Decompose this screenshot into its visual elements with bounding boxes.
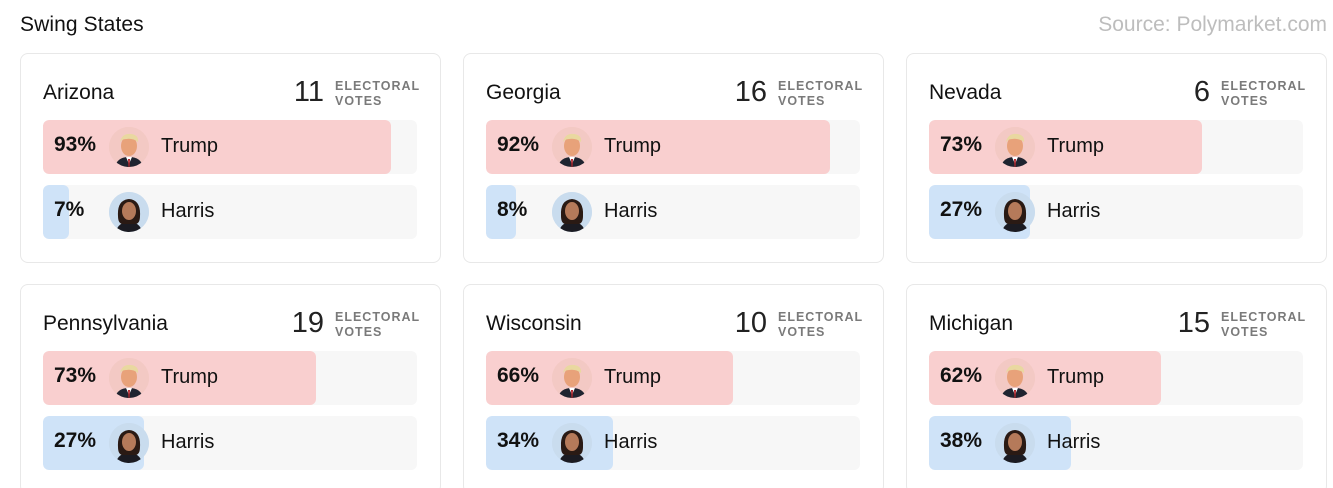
trump-bar[interactable]: 93% Trump bbox=[43, 120, 417, 174]
state-card[interactable]: Pennsylvania 19 ELECTORAL VOTES 73% Trum… bbox=[20, 284, 441, 488]
trump-name: Trump bbox=[604, 135, 662, 157]
trump-bar[interactable]: 73% Trump bbox=[43, 351, 417, 405]
harris-name: Harris bbox=[161, 431, 215, 453]
electoral-votes-label: ELECTORAL VOTES bbox=[778, 310, 863, 339]
harris-avatar bbox=[109, 423, 149, 463]
trump-avatar bbox=[109, 127, 149, 167]
state-name: Wisconsin bbox=[486, 312, 582, 335]
harris-percent: 27% bbox=[940, 198, 983, 221]
trump-percent: 93% bbox=[54, 133, 97, 156]
trump-bar-fill bbox=[929, 120, 1203, 174]
harris-avatar bbox=[109, 192, 149, 232]
harris-bar[interactable]: 7% Harris bbox=[43, 185, 417, 239]
harris-name: Harris bbox=[1047, 200, 1101, 222]
trump-bar-fill bbox=[486, 351, 733, 405]
trump-name: Trump bbox=[161, 135, 219, 157]
state-name: Nevada bbox=[929, 81, 1002, 104]
trump-bar-fill bbox=[486, 120, 831, 174]
trump-bar[interactable]: 73% Trump bbox=[929, 120, 1303, 174]
harris-bar[interactable]: 34% Harris bbox=[486, 416, 860, 470]
trump-name: Trump bbox=[161, 366, 219, 388]
harris-avatar bbox=[995, 423, 1035, 463]
trump-name: Trump bbox=[1047, 366, 1105, 388]
trump-avatar bbox=[109, 358, 149, 398]
electoral-votes-label: ELECTORAL VOTES bbox=[1221, 310, 1306, 339]
state-card[interactable]: Nevada 6 ELECTORAL VOTES 73% Trump 27% H… bbox=[906, 53, 1327, 263]
trump-bar[interactable]: 66% Trump bbox=[486, 351, 860, 405]
trump-bar[interactable]: 62% Trump bbox=[929, 351, 1303, 405]
harris-bar[interactable]: 38% Harris bbox=[929, 416, 1303, 470]
electoral-votes-count: 19 bbox=[291, 307, 324, 339]
state-card[interactable]: Arizona 11 ELECTORAL VOTES 93% Trump 7% … bbox=[20, 53, 441, 263]
harris-name: Harris bbox=[604, 431, 658, 453]
trump-avatar bbox=[552, 358, 592, 398]
electoral-votes-count: 16 bbox=[734, 76, 767, 108]
state-name: Pennsylvania bbox=[43, 312, 168, 335]
trump-bar-fill bbox=[929, 351, 1161, 405]
state-name: Arizona bbox=[43, 81, 115, 104]
harris-name: Harris bbox=[161, 200, 215, 222]
harris-name: Harris bbox=[1047, 431, 1101, 453]
harris-bar-fill bbox=[486, 185, 516, 239]
trump-bar-fill bbox=[43, 120, 391, 174]
trump-percent: 66% bbox=[497, 364, 540, 387]
electoral-votes-label: ELECTORAL VOTES bbox=[778, 79, 863, 108]
harris-percent: 38% bbox=[940, 429, 983, 452]
trump-avatar bbox=[995, 127, 1035, 167]
page-title: Swing States bbox=[20, 13, 144, 36]
harris-bar[interactable]: 27% Harris bbox=[929, 185, 1303, 239]
electoral-votes-count: 6 bbox=[1193, 76, 1210, 108]
electoral-votes-count: 15 bbox=[1177, 307, 1210, 339]
electoral-votes-label: ELECTORAL VOTES bbox=[335, 310, 420, 339]
electoral-votes-label: ELECTORAL VOTES bbox=[1221, 79, 1306, 108]
harris-percent: 34% bbox=[497, 429, 540, 452]
trump-percent: 73% bbox=[940, 133, 983, 156]
harris-bar[interactable]: 27% Harris bbox=[43, 416, 417, 470]
electoral-votes-count: 10 bbox=[734, 307, 767, 339]
state-card[interactable]: Georgia 16 ELECTORAL VOTES 92% Trump 8% … bbox=[463, 53, 884, 263]
harris-percent: 8% bbox=[497, 198, 528, 221]
harris-bar[interactable]: 8% Harris bbox=[486, 185, 860, 239]
state-name: Georgia bbox=[486, 81, 561, 104]
state-card[interactable]: Michigan 15 ELECTORAL VOTES 62% Trump 38… bbox=[906, 284, 1327, 488]
trump-percent: 73% bbox=[54, 364, 97, 387]
harris-avatar bbox=[995, 192, 1035, 232]
trump-avatar bbox=[995, 358, 1035, 398]
source-credit: Source: Polymarket.com bbox=[1098, 13, 1327, 36]
header: Swing States Source: Polymarket.com bbox=[20, 13, 1327, 41]
trump-name: Trump bbox=[1047, 135, 1105, 157]
trump-percent: 92% bbox=[497, 133, 540, 156]
trump-avatar bbox=[552, 127, 592, 167]
harris-bar-fill bbox=[43, 185, 70, 239]
state-card[interactable]: Wisconsin 10 ELECTORAL VOTES 66% Trump 3… bbox=[463, 284, 884, 488]
trump-name: Trump bbox=[604, 366, 662, 388]
harris-avatar bbox=[552, 423, 592, 463]
electoral-votes-count: 11 bbox=[293, 76, 324, 108]
trump-bar-fill bbox=[43, 351, 317, 405]
electoral-votes-label: ELECTORAL VOTES bbox=[335, 79, 420, 108]
state-name: Michigan bbox=[929, 312, 1014, 335]
harris-percent: 7% bbox=[54, 198, 85, 221]
trump-percent: 62% bbox=[940, 364, 983, 387]
harris-name: Harris bbox=[604, 200, 658, 222]
harris-percent: 27% bbox=[54, 429, 97, 452]
trump-bar[interactable]: 92% Trump bbox=[486, 120, 860, 174]
harris-avatar bbox=[552, 192, 592, 232]
